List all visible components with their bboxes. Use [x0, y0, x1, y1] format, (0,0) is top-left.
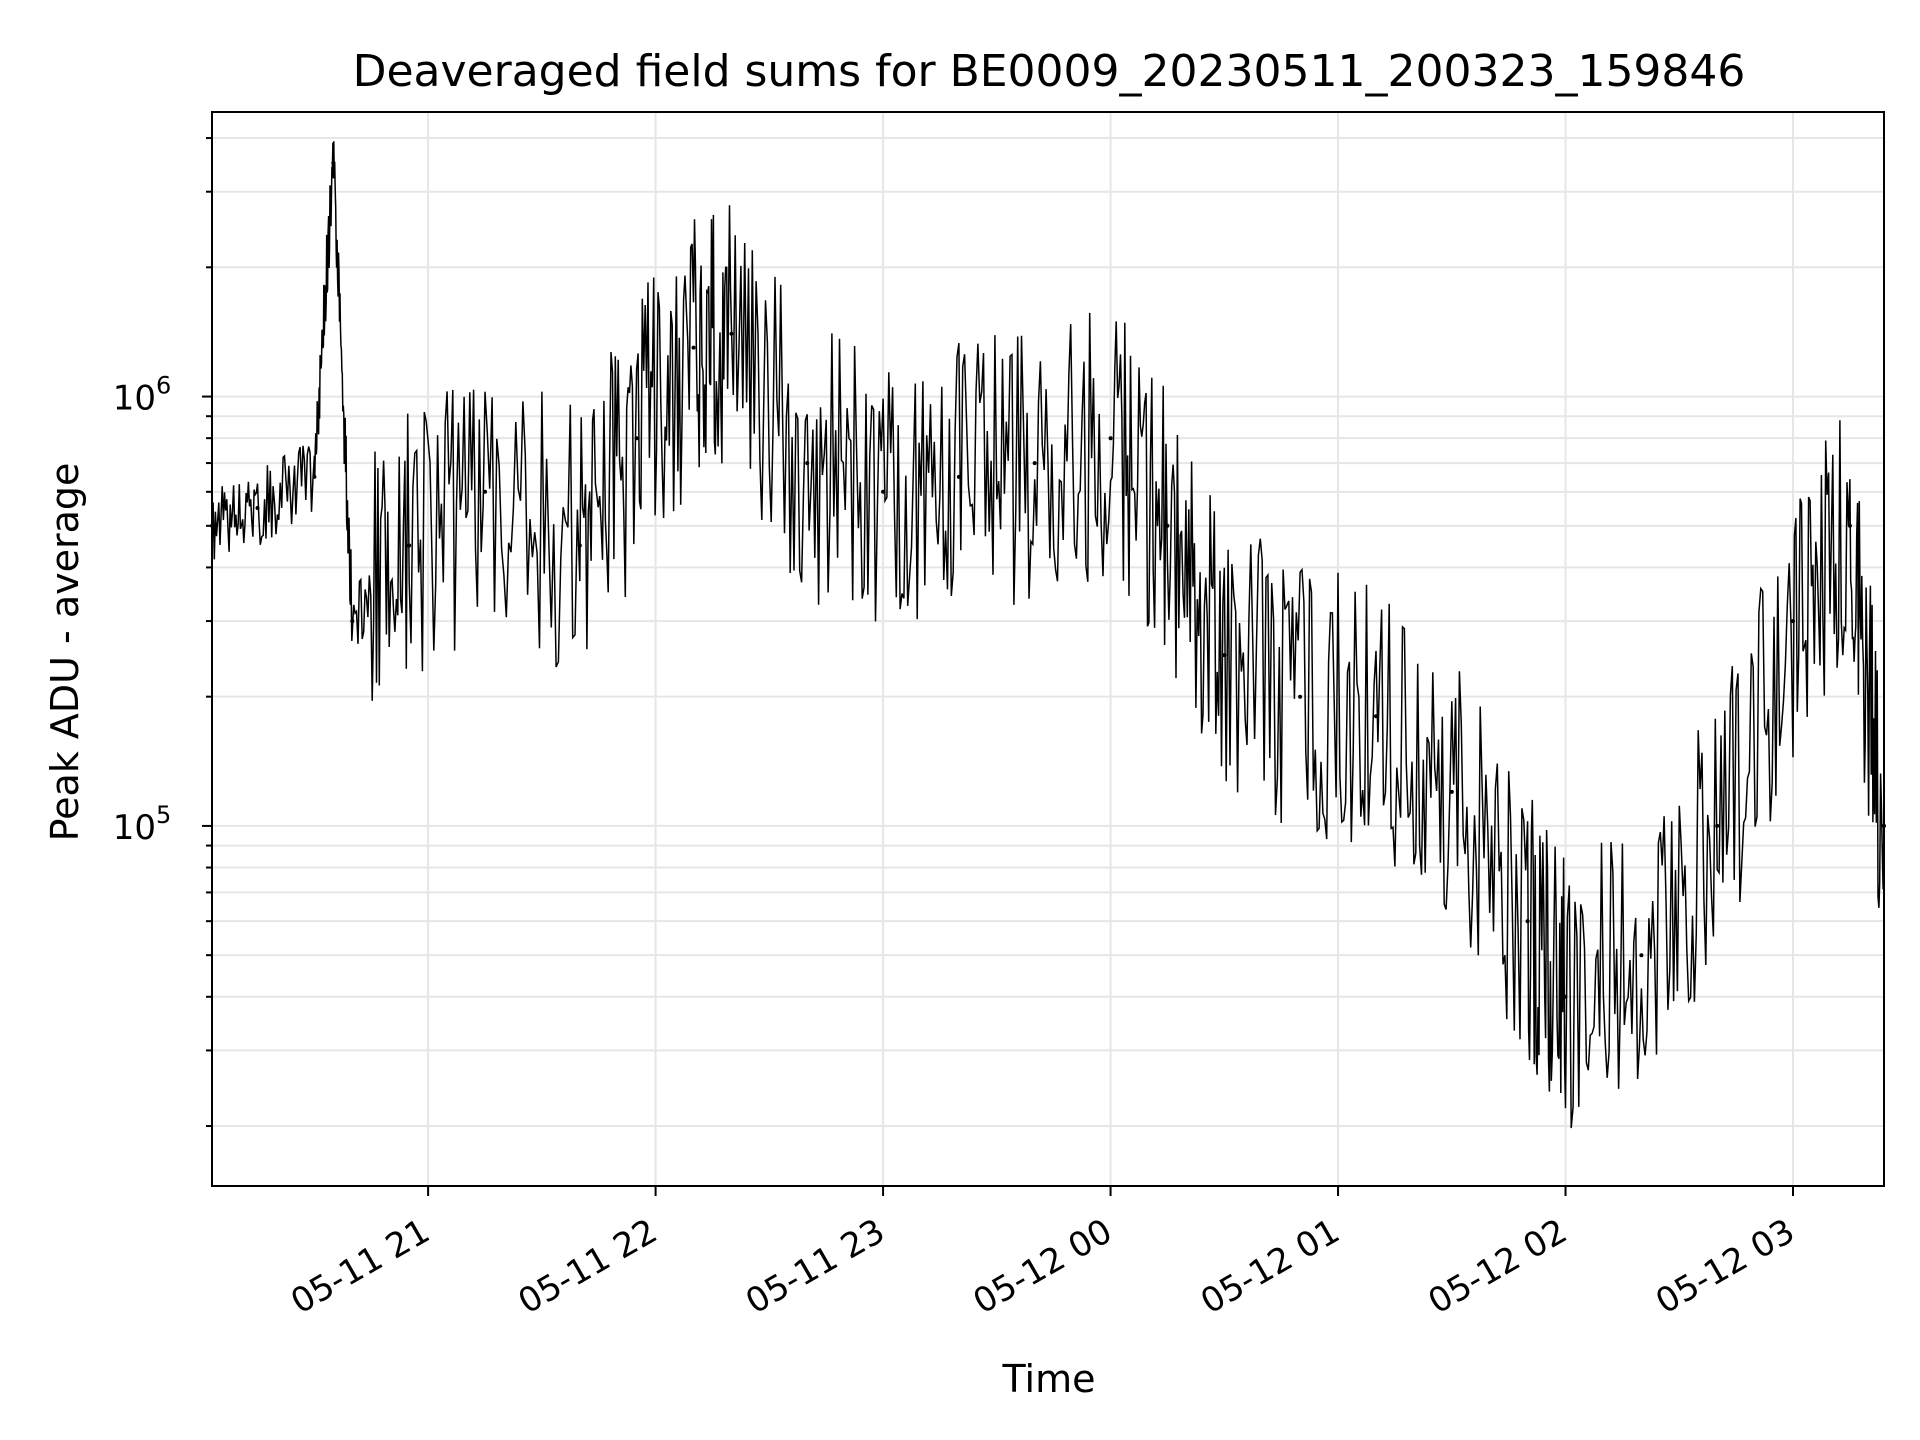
data-point	[1639, 953, 1644, 958]
series-line	[211, 141, 1885, 1129]
data-point	[881, 489, 886, 494]
data-point	[1563, 994, 1568, 999]
data-point	[1715, 823, 1720, 828]
y-tick-label: 106	[113, 372, 172, 419]
data-point	[1298, 694, 1303, 699]
data-point	[729, 331, 734, 336]
chart-title: Deaveraged field sums for BE0009_2023051…	[353, 46, 1746, 97]
data-point	[1374, 714, 1378, 719]
data-point	[407, 543, 412, 548]
x-axis-label: Time	[1002, 1357, 1096, 1401]
plot-area-frame	[211, 111, 1885, 1187]
data-point	[255, 506, 260, 510]
data-point	[1032, 461, 1037, 466]
data-point	[956, 474, 961, 479]
data-point	[634, 436, 639, 441]
data-point	[691, 345, 696, 350]
data-point	[577, 543, 582, 548]
data-point	[1525, 919, 1530, 924]
data-point	[1847, 523, 1852, 528]
data-point	[312, 474, 317, 479]
data-point	[483, 489, 487, 494]
data-point	[1108, 436, 1113, 441]
data-point	[331, 161, 336, 165]
data-point	[1222, 653, 1227, 658]
data-point	[1449, 789, 1454, 794]
data-point	[1165, 523, 1170, 528]
y-tick-label: 105	[113, 801, 172, 848]
data-point	[1791, 619, 1795, 624]
data-point	[805, 461, 810, 466]
data-point	[350, 619, 355, 624]
y-axis-label: Peak ADU - average	[43, 463, 87, 842]
